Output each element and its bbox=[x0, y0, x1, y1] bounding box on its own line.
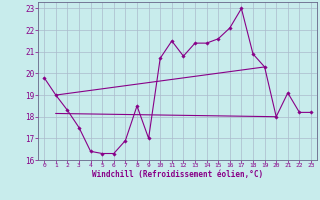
X-axis label: Windchill (Refroidissement éolien,°C): Windchill (Refroidissement éolien,°C) bbox=[92, 170, 263, 179]
